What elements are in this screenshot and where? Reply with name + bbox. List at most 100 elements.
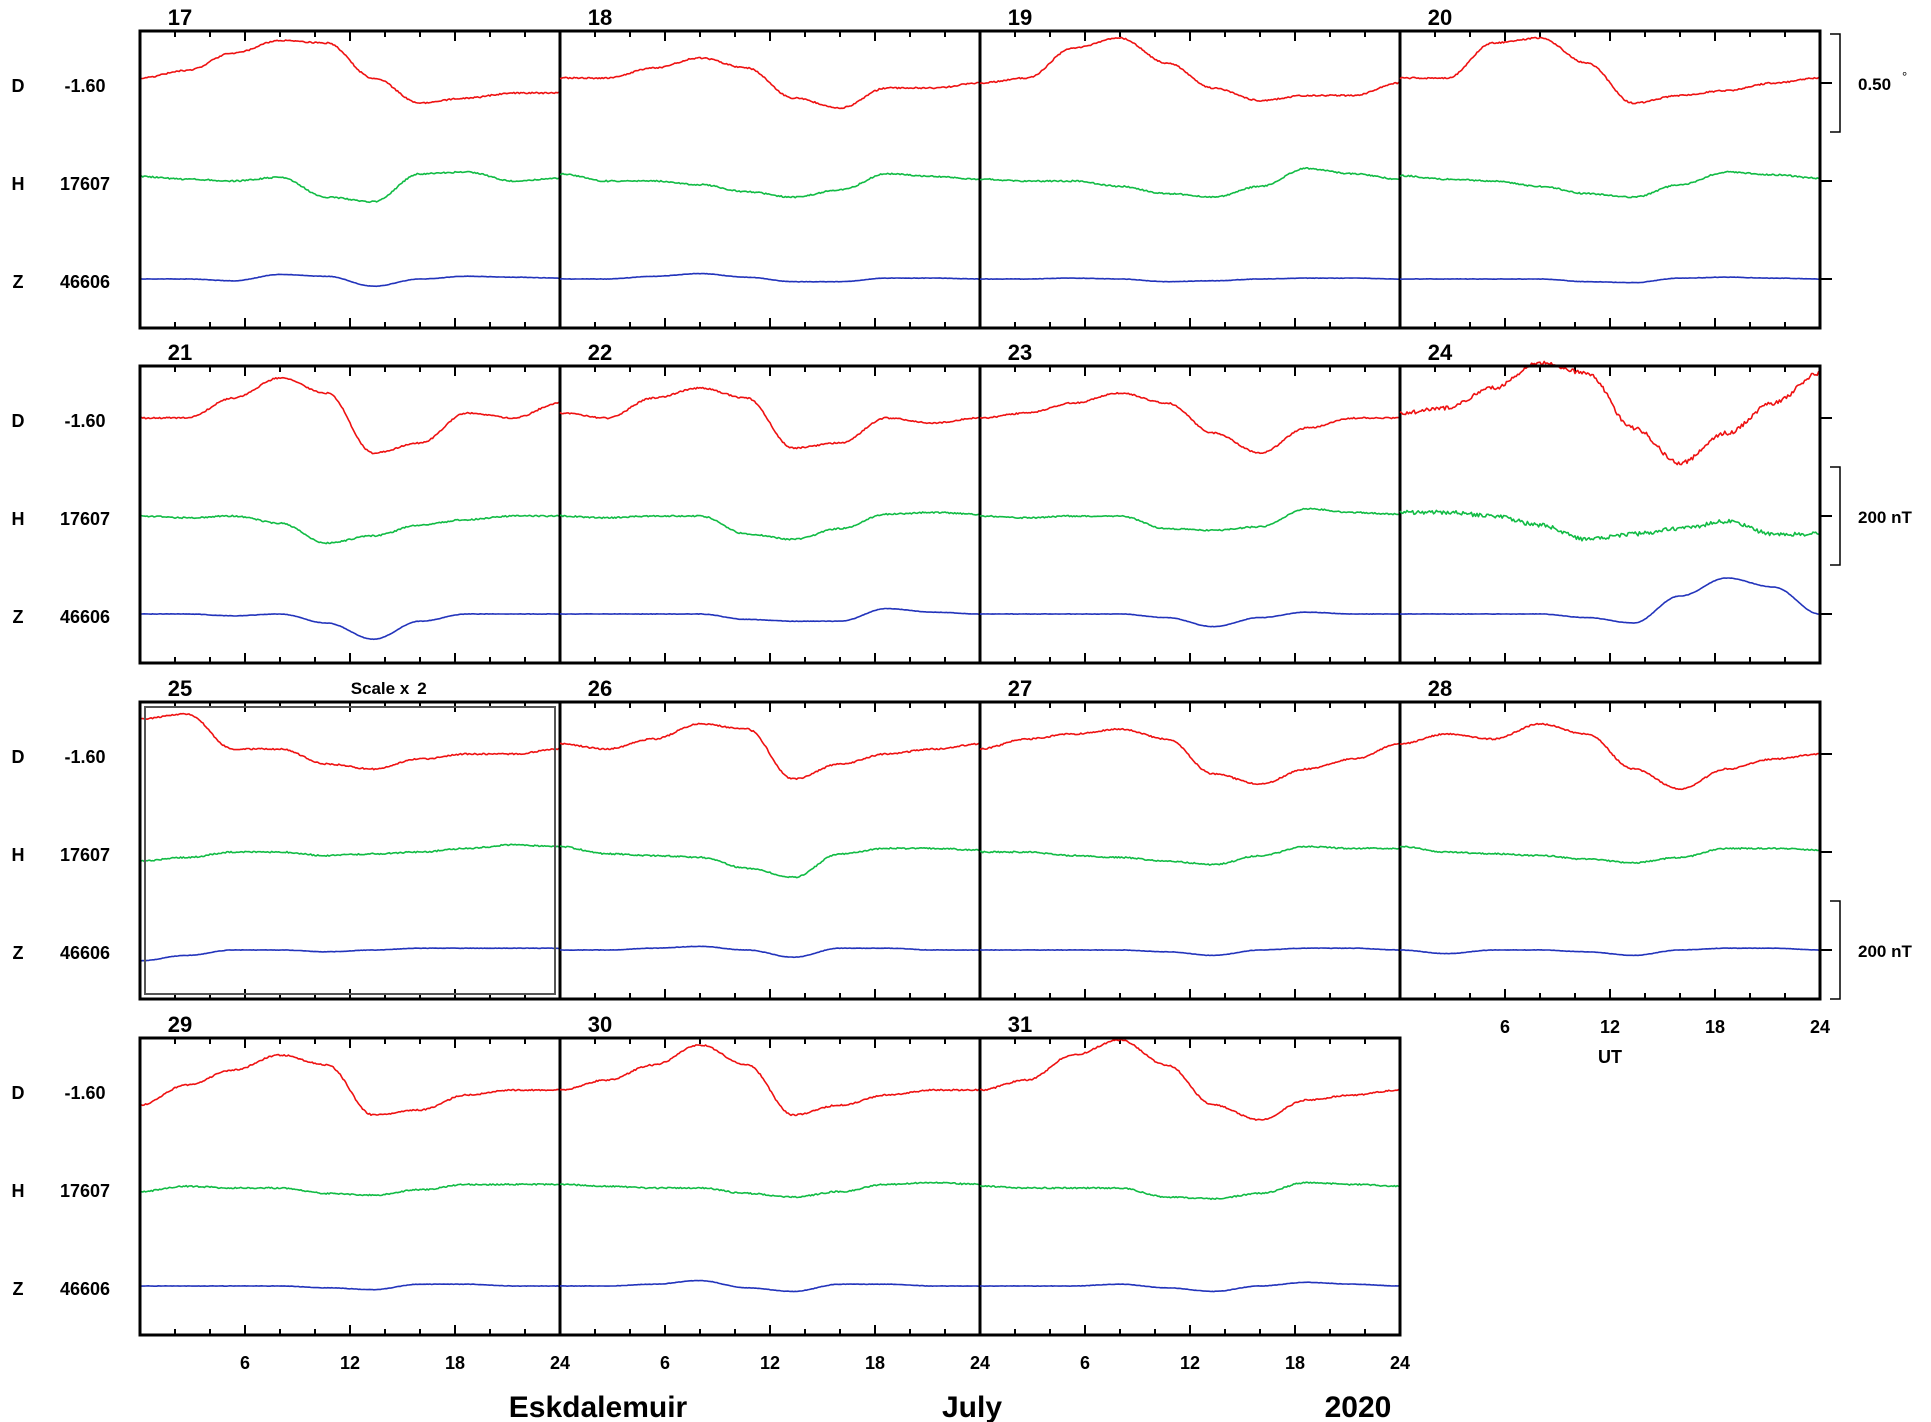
day-label: 20 xyxy=(1428,5,1452,30)
day-label: 24 xyxy=(1428,340,1453,365)
x-axis-title: UT xyxy=(1598,1047,1622,1067)
trace-Z-day-28 xyxy=(1399,947,1821,957)
trace-Z-day-17 xyxy=(139,273,561,288)
day-row-2: D -1.60 H 17607 Z 46606 21 22 23 24 xyxy=(12,340,1832,665)
trace-H-day-22 xyxy=(559,511,981,541)
degree-mark: ° xyxy=(1902,69,1907,84)
trace-H-day-28 xyxy=(1399,845,1821,865)
month-label: July xyxy=(942,1391,1002,1422)
baseline-value-H: 17607 xyxy=(60,845,110,865)
day-panel-27: 27 xyxy=(979,676,1402,999)
trace-H-day-24 xyxy=(1399,509,1821,542)
day-label: 19 xyxy=(1008,5,1032,30)
baseline-value-D: -1.60 xyxy=(64,747,105,767)
trace-Z-day-22 xyxy=(559,607,981,623)
day-panel-23: 23 xyxy=(979,340,1402,663)
day-label: 25 xyxy=(168,676,192,701)
day-label: 21 xyxy=(168,340,192,365)
component-label-H: H xyxy=(12,845,25,865)
day-row-4: D -1.60 H 17607 Z 46606 29 30 31 6 12 18 24 6 12 18 24 6 1… xyxy=(12,1012,1411,1373)
trace-D-day-26 xyxy=(559,722,981,781)
day-panel-18: 18 xyxy=(559,5,982,328)
trace-D-day-21 xyxy=(139,376,561,455)
trace-Z-day-23 xyxy=(979,611,1401,628)
day-panel-20: 20 xyxy=(1399,5,1821,284)
scale-label: 0.50 xyxy=(1858,75,1891,94)
trace-D-day-29 xyxy=(139,1053,561,1116)
trace-H-day-26 xyxy=(560,845,981,879)
row-frame xyxy=(138,29,1822,330)
trace-H-day-21 xyxy=(139,514,561,545)
component-label-H: H xyxy=(12,509,25,529)
trace-D-day-22 xyxy=(559,386,981,450)
scale-factor-text: Scale x xyxy=(351,679,410,698)
trace-Z-day-27 xyxy=(980,947,1401,957)
trace-H-day-17 xyxy=(139,170,561,204)
trace-H-day-23 xyxy=(979,507,1401,532)
day-label: 23 xyxy=(1008,340,1032,365)
baseline-value-Z: 46606 xyxy=(60,943,110,963)
trace-H-day-29 xyxy=(139,1183,561,1197)
day-label: 28 xyxy=(1428,676,1452,701)
baseline-value-Z: 46606 xyxy=(60,607,110,627)
trace-Z-day-19 xyxy=(979,277,1401,283)
day-panel-19: 19 xyxy=(979,5,1402,328)
x-tick-label: 12 xyxy=(1180,1353,1200,1373)
x-tick-label: 6 xyxy=(240,1353,250,1373)
scale-bar-3: 200 nT xyxy=(1830,900,1912,1000)
day-label: 29 xyxy=(168,1012,192,1037)
component-label-D: D xyxy=(12,747,25,767)
scale-bars: 0.50 ° 200 nT 200 nT xyxy=(1830,33,1912,1000)
row-frame xyxy=(138,364,1822,665)
trace-D-day-28 xyxy=(1399,722,1821,791)
baseline-value-H: 17607 xyxy=(60,509,110,529)
trace-Z-day-21 xyxy=(139,612,561,641)
day-panel-24: 24 xyxy=(1399,340,1821,624)
trace-D-day-24 xyxy=(1399,360,1821,466)
day-label: 22 xyxy=(588,340,612,365)
trace-D-day-23 xyxy=(979,391,1401,455)
trace-Z-day-24 xyxy=(1399,577,1821,624)
baseline-value-Z: 46606 xyxy=(60,272,110,292)
x-tick-label: 6 xyxy=(660,1353,670,1373)
component-label-D: D xyxy=(12,411,25,431)
day-panel-30: 30 xyxy=(559,1012,982,1335)
trace-Z-day-29 xyxy=(139,1283,560,1291)
trace-D-day-25 xyxy=(139,712,560,771)
component-label-Z: Z xyxy=(13,943,24,963)
x-tick-label: 6 xyxy=(1080,1353,1090,1373)
trace-Z-day-20 xyxy=(1399,276,1821,284)
trace-D-day-20 xyxy=(1399,36,1821,105)
baseline-value-D: -1.60 xyxy=(64,411,105,431)
trace-H-day-18 xyxy=(559,172,981,199)
day-panel-31: 31 xyxy=(979,1012,1401,1293)
day-label: 31 xyxy=(1008,1012,1032,1037)
trace-Z-day-31 xyxy=(980,1281,1401,1293)
trace-H-day-31 xyxy=(979,1181,1400,1201)
baseline-value-Z: 46606 xyxy=(60,1279,110,1299)
scale-label: 200 nT xyxy=(1858,508,1912,527)
scaled-panel-box xyxy=(144,706,556,995)
trace-D-day-18 xyxy=(559,56,981,110)
trace-D-day-31 xyxy=(979,1038,1401,1121)
x-tick-label: 12 xyxy=(760,1353,780,1373)
scale-bar-1: 0.50 ° xyxy=(1830,33,1907,133)
scale-bar-2: 200 nT xyxy=(1830,466,1912,566)
trace-Z-day-30 xyxy=(559,1279,981,1293)
scale-bracket xyxy=(1830,900,1841,1000)
day-panel-17: 17 xyxy=(139,5,562,328)
station-label: Eskdalemuir xyxy=(509,1391,688,1422)
trace-D-day-30 xyxy=(559,1044,981,1117)
x-tick-label: 12 xyxy=(1600,1017,1620,1037)
trace-Z-day-25 xyxy=(139,947,561,962)
day-panel-rows: D -1.60 H 17607 Z 46606 17 18 19 20 D -1.60 H 17607 Z 4… xyxy=(12,5,1832,1373)
x-tick-label: 6 xyxy=(1500,1017,1510,1037)
trace-H-day-30 xyxy=(559,1181,981,1199)
x-tick-label: 12 xyxy=(340,1353,360,1373)
day-panel-22: 22 xyxy=(559,340,982,663)
trace-H-day-20 xyxy=(1399,170,1821,199)
day-label: 27 xyxy=(1008,676,1032,701)
row-frame xyxy=(138,700,1822,1001)
component-label-H: H xyxy=(12,174,25,194)
